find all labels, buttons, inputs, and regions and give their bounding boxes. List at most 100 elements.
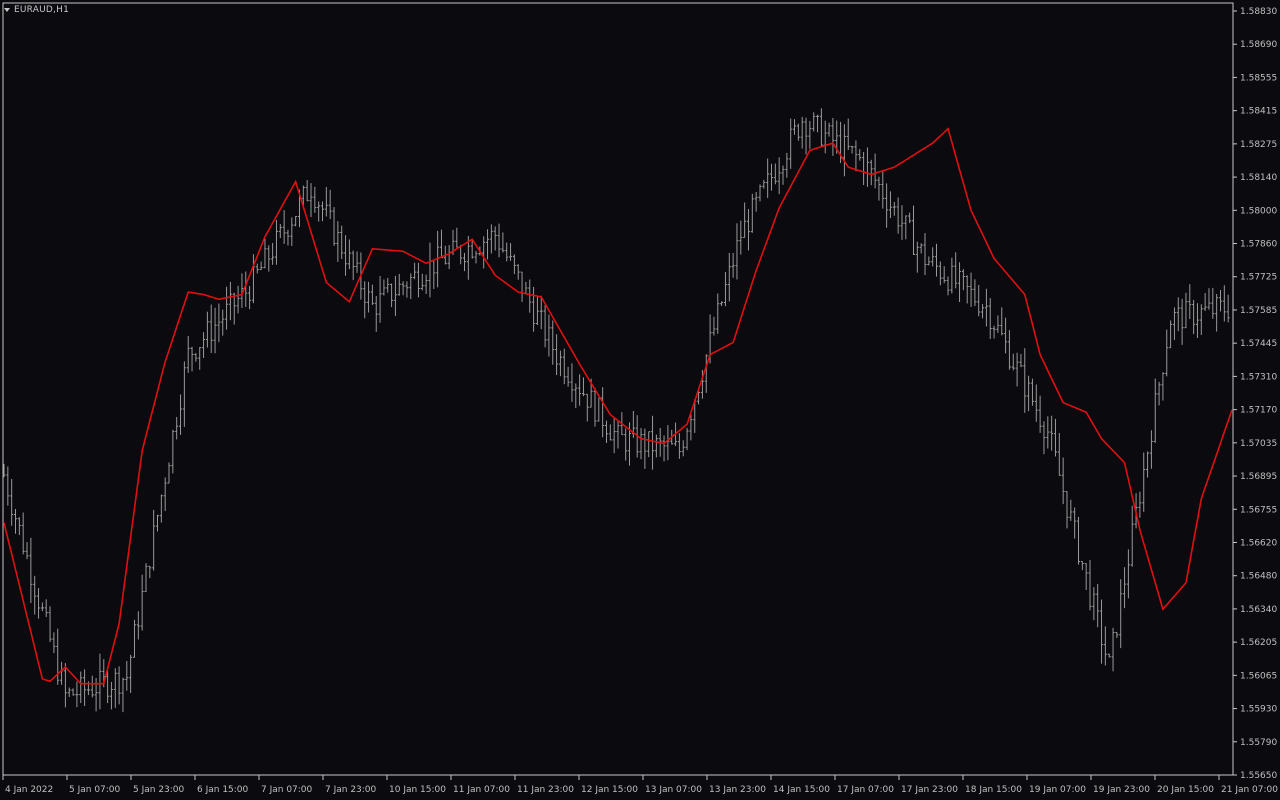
y-tick-label: 1.57035 [1240, 439, 1277, 449]
price-bar [739, 220, 743, 255]
price-bar [1069, 499, 1073, 521]
price-bar [482, 236, 486, 269]
price-bar [608, 424, 612, 441]
x-tick-label: 19 Jan 23:00 [1093, 785, 1150, 795]
y-tick-label: 1.55930 [1240, 705, 1277, 715]
symbol-title: EURAUD,H1 [14, 5, 69, 15]
triangle-down-icon[interactable] [4, 8, 10, 12]
y-tick-label: 1.58140 [1240, 173, 1277, 183]
price-bar [873, 153, 877, 189]
price-bar [616, 419, 620, 449]
price-bar [355, 251, 359, 273]
y-tick-label: 1.55790 [1240, 738, 1277, 748]
price-bar [14, 508, 18, 534]
y-tick-label: 1.58555 [1240, 73, 1277, 83]
price-bar [1073, 507, 1077, 539]
price-bar [182, 361, 186, 427]
price-bar [1149, 430, 1153, 469]
price-bar [1192, 299, 1196, 335]
x-tick-label: 17 Jan 23:00 [901, 785, 958, 795]
price-bar [290, 217, 294, 246]
price-bar [305, 179, 309, 202]
price-bar [1057, 433, 1061, 476]
price-bar [723, 271, 727, 307]
price-bar [505, 242, 509, 262]
price-bar [877, 176, 881, 201]
y-tick-label: 1.57860 [1240, 240, 1277, 250]
price-bar [858, 149, 862, 161]
price-bar [1222, 285, 1226, 322]
price-bar [1130, 505, 1134, 567]
price-bar [524, 281, 528, 294]
price-bar [332, 207, 336, 246]
y-tick-label: 1.58275 [1240, 140, 1277, 150]
price-bar [539, 295, 543, 330]
price-bar [1119, 579, 1123, 649]
x-tick-label: 13 Jan 07:00 [645, 785, 702, 795]
x-tick-label: 7 Jan 07:00 [261, 785, 313, 795]
price-bar [113, 668, 117, 708]
price-bar [109, 681, 113, 710]
price-bar [344, 235, 348, 276]
price-bar [1042, 421, 1046, 455]
price-bar [393, 275, 397, 317]
price-bar [424, 274, 428, 294]
price-bar [175, 417, 179, 440]
price-bar [1111, 627, 1115, 672]
price-bar [263, 238, 267, 269]
price-bar [1096, 583, 1100, 628]
price-bar [766, 158, 770, 198]
price-bar [950, 257, 954, 294]
price-bar [965, 275, 969, 304]
price-bar [1004, 317, 1008, 354]
price-bar [420, 273, 424, 291]
price-bar [1195, 303, 1199, 339]
price-bar [1065, 490, 1069, 529]
x-tick-label: 19 Jan 07:00 [1029, 785, 1086, 795]
price-bar [712, 316, 716, 336]
price-bar [1100, 599, 1104, 664]
price-bar [470, 239, 474, 259]
price-bar [927, 256, 931, 266]
x-tick-label: 13 Jan 23:00 [709, 785, 766, 795]
price-bar [2, 463, 6, 478]
price-bar [317, 201, 321, 222]
price-bar [79, 671, 83, 704]
x-tick-label: 10 Jan 15:00 [389, 785, 446, 795]
x-tick-label: 6 Jan 15:00 [197, 785, 249, 795]
y-tick-label: 1.56895 [1240, 472, 1277, 482]
price-bar [1007, 330, 1011, 370]
price-bar [509, 243, 513, 261]
price-bar [1161, 372, 1165, 401]
price-bar [1165, 329, 1169, 377]
price-bar [1126, 549, 1130, 599]
price-bar [516, 264, 520, 280]
price-bar [52, 632, 56, 654]
plot-frame [2, 2, 1234, 776]
price-bar [125, 660, 129, 691]
price-bar [1103, 626, 1107, 666]
price-bar [1188, 284, 1192, 320]
price-bar [773, 163, 777, 185]
price-bar [259, 261, 263, 271]
y-tick-label: 1.57725 [1240, 273, 1277, 283]
price-bar [363, 281, 367, 319]
price-bar [566, 366, 570, 387]
price-bar [286, 229, 290, 246]
price-bar [117, 666, 121, 705]
price-bar [1218, 289, 1222, 312]
price-bar [198, 347, 202, 370]
price-bar [923, 233, 927, 275]
price-bar [796, 123, 800, 141]
price-bar [44, 599, 48, 618]
price-bar [512, 254, 516, 275]
price-bar [90, 675, 94, 698]
price-bar [961, 269, 965, 291]
price-bar [370, 284, 374, 306]
price-bar [819, 108, 823, 148]
price-bar [416, 262, 420, 298]
chart-title-bar[interactable]: EURAUD,H1 [4, 3, 69, 17]
price-bar [677, 433, 681, 459]
price-bar [405, 281, 409, 298]
